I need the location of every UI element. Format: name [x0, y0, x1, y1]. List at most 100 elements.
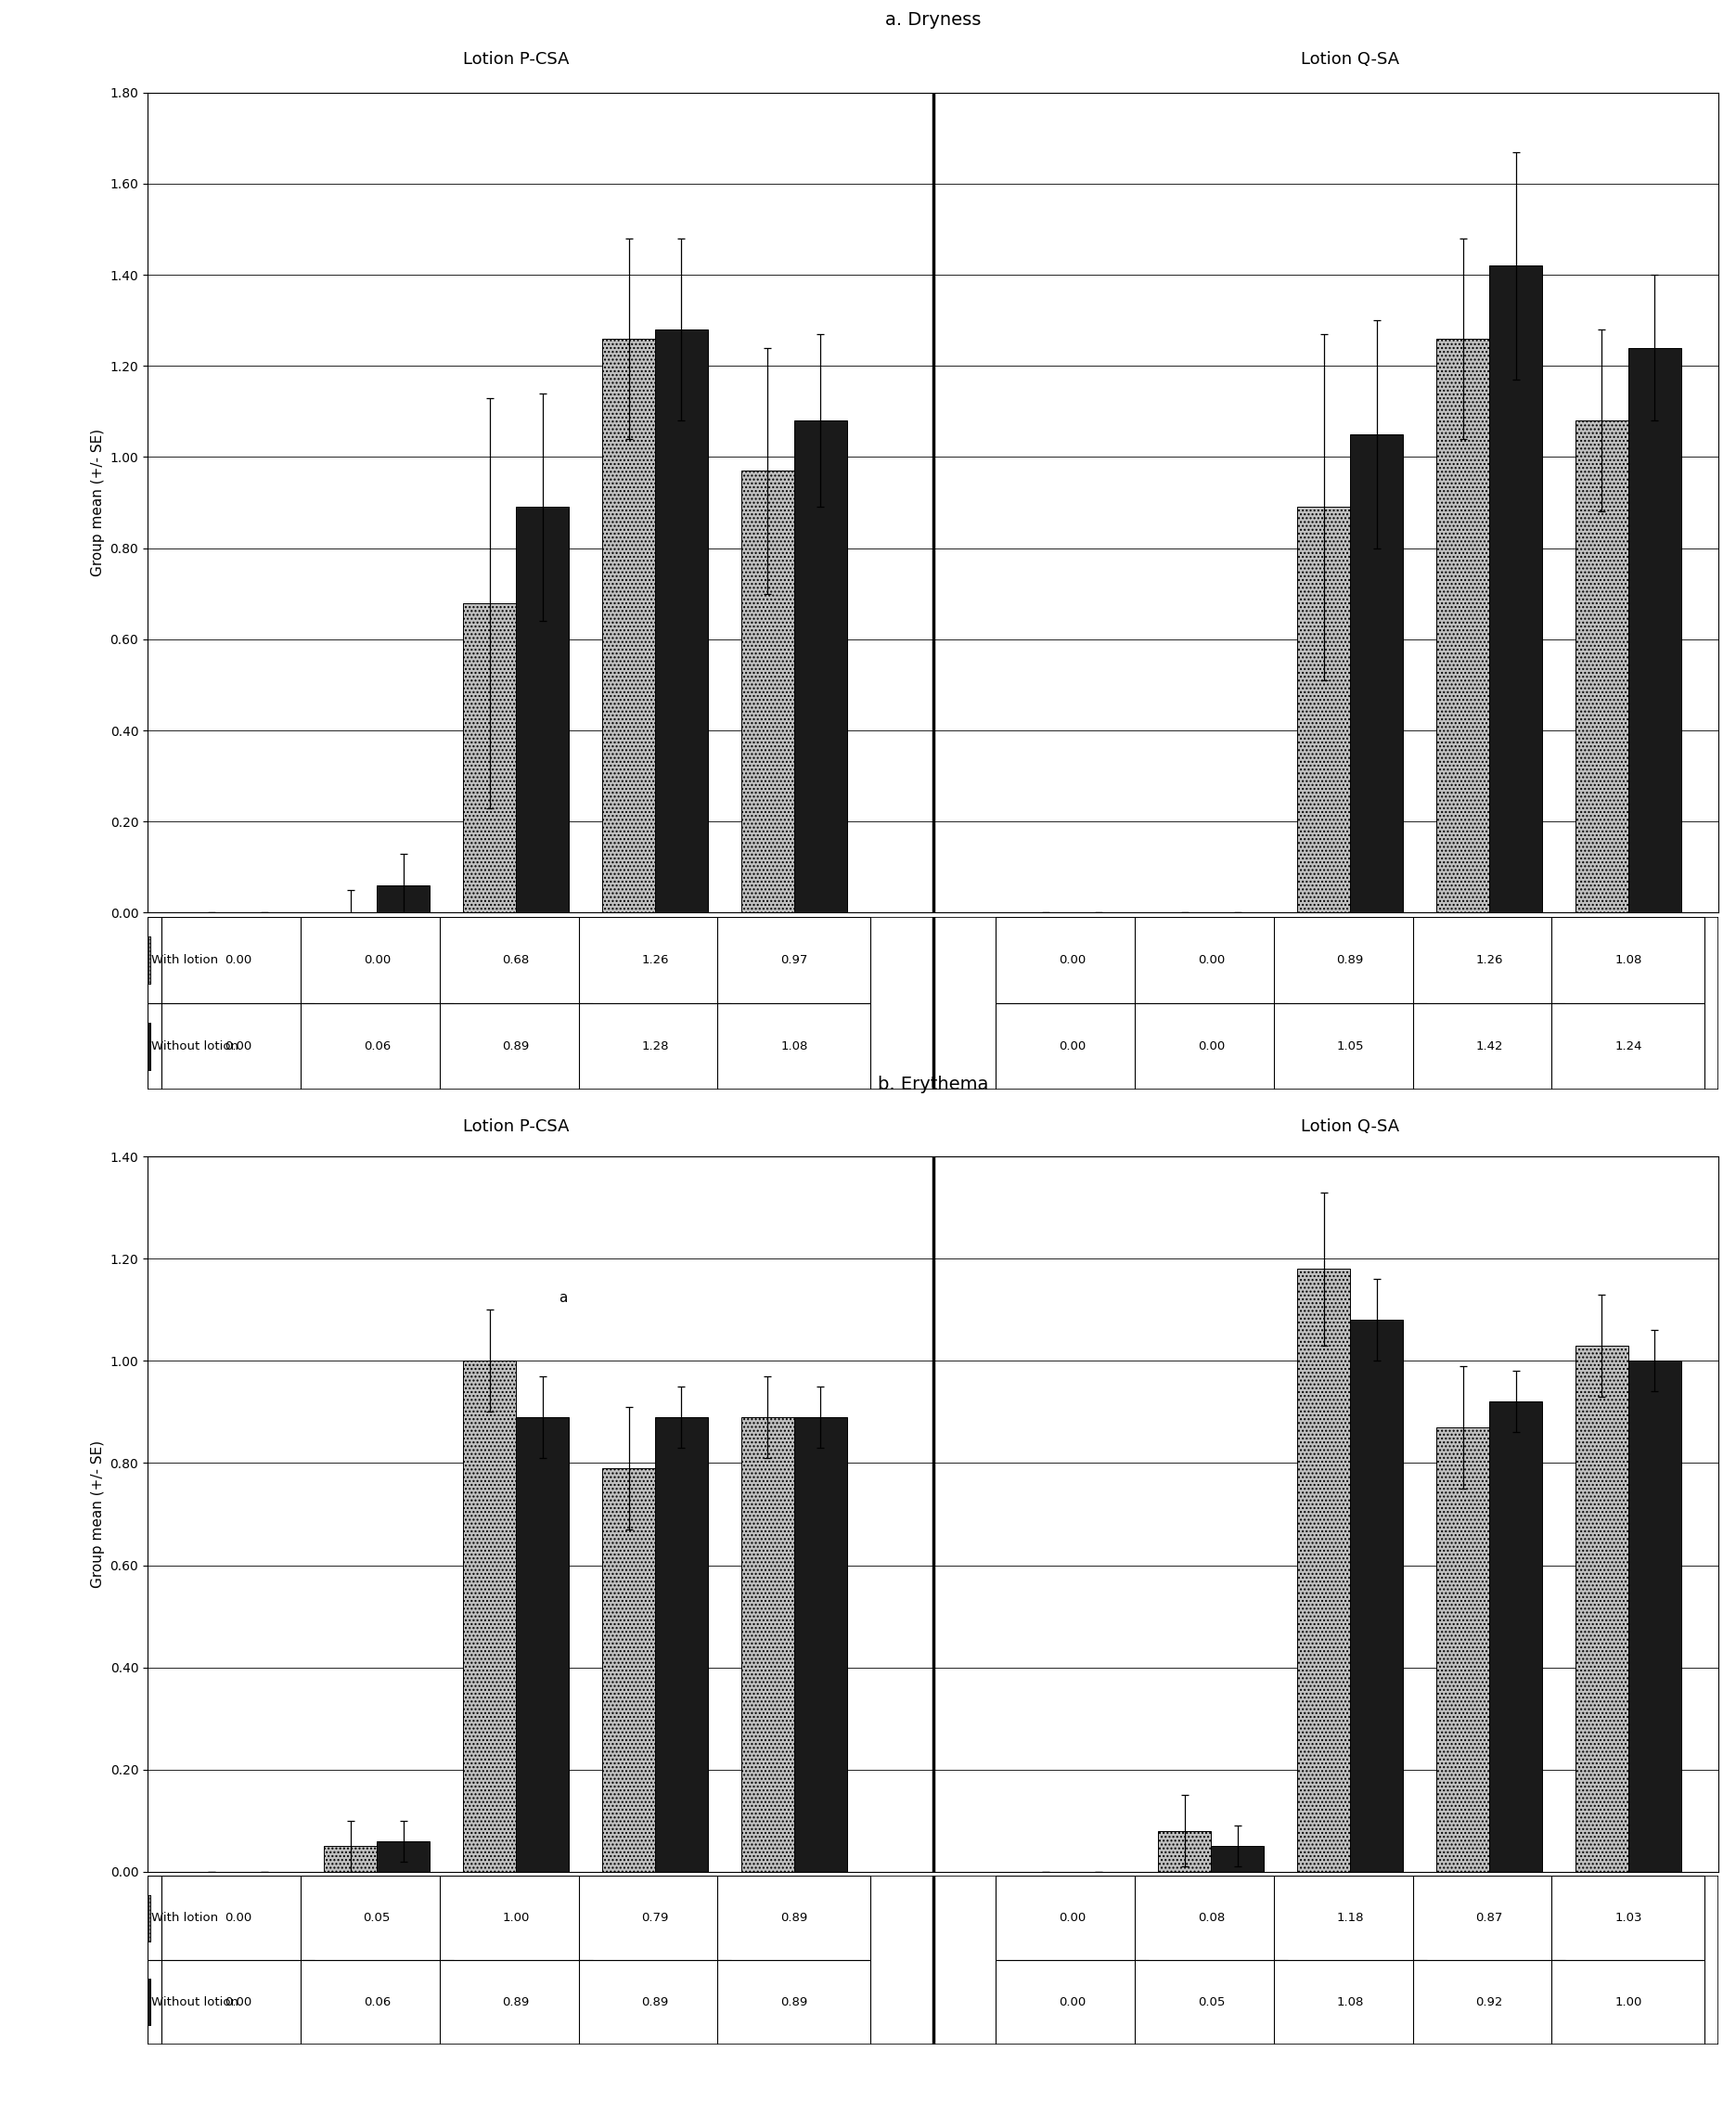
Title: b. Erythema: b. Erythema	[878, 1077, 988, 1094]
Text: 0.00: 0.00	[224, 1912, 252, 1924]
Text: 0.05: 0.05	[363, 1912, 391, 1924]
Text: 1.00: 1.00	[502, 1912, 529, 1924]
Bar	[1274, 1003, 1427, 1089]
Bar	[439, 1960, 592, 2044]
Bar	[516, 507, 569, 913]
Bar	[148, 936, 151, 984]
Bar	[1628, 347, 1680, 913]
Bar	[464, 1361, 516, 1872]
Bar	[1158, 1832, 1212, 1872]
Bar	[148, 1003, 161, 1089]
Bar	[717, 1960, 870, 2044]
Text: Lotion P-CSA: Lotion P-CSA	[464, 50, 569, 67]
Text: Lotion Q-SA: Lotion Q-SA	[1300, 1119, 1399, 1136]
Bar	[996, 917, 1149, 1003]
Bar	[717, 1003, 870, 1089]
Text: With lotion: With lotion	[151, 1912, 219, 1924]
Text: 0.89: 0.89	[781, 1996, 807, 2008]
Bar	[377, 885, 431, 913]
Bar	[1274, 917, 1427, 1003]
Bar	[578, 1003, 731, 1089]
Text: a: a	[559, 1291, 568, 1304]
Y-axis label: Group mean (+/- SE): Group mean (+/- SE)	[90, 1441, 104, 1588]
Text: 1.26: 1.26	[1476, 955, 1503, 965]
Text: 0.68: 0.68	[502, 955, 529, 965]
Text: 0.00: 0.00	[224, 1996, 252, 2008]
Text: 0.06: 0.06	[363, 1996, 391, 2008]
Bar	[377, 1840, 431, 1872]
Bar	[148, 1022, 151, 1070]
Text: 1.28: 1.28	[641, 1041, 668, 1052]
Text: 0.00: 0.00	[224, 1041, 252, 1052]
Text: 1.03: 1.03	[1614, 1912, 1642, 1924]
Text: 0.79: 0.79	[641, 1912, 668, 1924]
Text: 0.89: 0.89	[642, 1996, 668, 2008]
Bar	[602, 1468, 654, 1872]
Text: Lotion P-CSA: Lotion P-CSA	[464, 1119, 569, 1136]
Bar	[464, 604, 516, 913]
Bar	[148, 1960, 161, 2044]
Text: 1.08: 1.08	[781, 1041, 807, 1052]
Bar	[996, 1003, 1149, 1089]
Bar	[1576, 1346, 1628, 1872]
Text: 1.18: 1.18	[1337, 1912, 1364, 1924]
Title: a. Dryness: a. Dryness	[885, 13, 981, 29]
Bar	[300, 1876, 453, 1960]
Bar	[148, 917, 161, 1003]
Bar	[1135, 1876, 1288, 1960]
Text: 0.89: 0.89	[1337, 955, 1364, 965]
Text: 0.00: 0.00	[1059, 1041, 1085, 1052]
Bar	[1135, 1003, 1288, 1089]
Bar	[1351, 435, 1403, 913]
Bar	[1436, 1428, 1489, 1872]
Bar	[300, 1960, 453, 2044]
Bar	[793, 1417, 847, 1872]
Text: 0.00: 0.00	[224, 955, 252, 965]
Bar	[1436, 339, 1489, 913]
Text: 0.89: 0.89	[502, 1041, 529, 1052]
Bar	[325, 1846, 377, 1872]
Text: 1.24: 1.24	[1614, 1041, 1642, 1052]
Bar	[439, 917, 592, 1003]
Text: Without lotion: Without lotion	[151, 1996, 238, 2008]
Bar	[578, 917, 731, 1003]
Bar	[1135, 1960, 1288, 2044]
Text: 0.89: 0.89	[781, 1912, 807, 1924]
Bar	[148, 1979, 151, 2025]
Text: 0.05: 0.05	[1198, 1996, 1226, 2008]
Y-axis label: Group mean (+/- SE): Group mean (+/- SE)	[90, 429, 104, 576]
Bar	[1351, 1321, 1403, 1872]
Bar	[741, 471, 793, 913]
Bar	[161, 1003, 314, 1089]
Bar	[1489, 1403, 1542, 1872]
Bar	[793, 421, 847, 913]
Bar	[148, 1876, 161, 1960]
Bar	[439, 1003, 592, 1089]
Bar	[1413, 917, 1566, 1003]
Bar	[1135, 917, 1288, 1003]
Text: 0.00: 0.00	[1059, 1912, 1085, 1924]
Text: 1.08: 1.08	[1614, 955, 1642, 965]
Bar	[1274, 1960, 1427, 2044]
Text: 0.89: 0.89	[502, 1996, 529, 2008]
Bar	[148, 1895, 151, 1941]
Bar	[161, 1876, 314, 1960]
Text: 0.00: 0.00	[1059, 955, 1085, 965]
Bar	[578, 1960, 731, 2044]
Text: 0.00: 0.00	[1198, 1041, 1224, 1052]
Text: 0.97: 0.97	[781, 955, 807, 965]
Bar	[1413, 1876, 1566, 1960]
Bar	[516, 1417, 569, 1872]
Text: 1.05: 1.05	[1337, 1041, 1364, 1052]
Text: 0.08: 0.08	[1198, 1912, 1224, 1924]
Bar	[578, 1876, 731, 1960]
Text: 0.00: 0.00	[1198, 955, 1224, 965]
Bar	[1552, 1960, 1705, 2044]
Bar	[1274, 1876, 1427, 1960]
Bar	[1628, 1361, 1680, 1872]
Bar	[1413, 1960, 1566, 2044]
Bar	[1552, 917, 1705, 1003]
Text: 1.42: 1.42	[1476, 1041, 1503, 1052]
Bar	[1552, 1876, 1705, 1960]
Bar	[996, 1876, 1149, 1960]
